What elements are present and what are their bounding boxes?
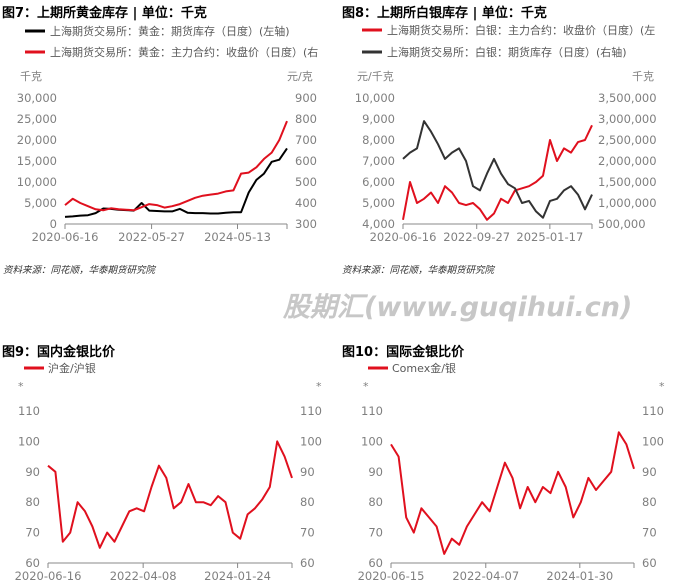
legend-label: 上海期货交易所：黄金：主力合约：收盘价（日度）(右 (50, 45, 318, 59)
series-line (390, 431, 635, 555)
watermark: 股期汇(www.guqihui.cn) (282, 292, 632, 323)
y-tick-label-right: 400 (295, 196, 317, 210)
y-tick-label-left: 20,000 (17, 133, 57, 147)
y-tick-label-right: 600 (295, 154, 317, 168)
source-note: 资料来源：同花顺，华泰期货研究院 (3, 264, 157, 276)
series-line (64, 120, 288, 212)
right-axis-unit: 千克 (632, 70, 654, 83)
y-tick-label-right: 3,500,000 (598, 91, 657, 105)
right-axis-unit: 元/克 (287, 70, 313, 83)
series-line (402, 124, 593, 221)
left-axis-unit: * (363, 380, 369, 393)
y-tick-label-right: 500 (295, 175, 317, 189)
y-tick-label-right: 110 (300, 404, 322, 418)
y-tick-label-left: 5,000 (362, 196, 395, 210)
legend-label: 沪金/沪银 (48, 361, 96, 375)
legend-label: 上海期货交易所：白银：期货库存（日度）(右轴) (387, 45, 627, 59)
x-tick-label: 2022-04-08 (110, 569, 177, 583)
y-tick-label-left: 90 (25, 465, 40, 479)
source-note: 资料来源：同花顺，华泰期货研究院 (342, 264, 496, 276)
y-tick-label-left: 80 (25, 495, 40, 509)
chart-international-gold-silver-ratio: 图10：国际金银比价 Comex金/银 * * (342, 344, 665, 393)
x-tick-label: 2024-01-24 (204, 569, 271, 583)
y-tick-label-left: 70 (25, 526, 40, 540)
y-tick-label-right: 2,500,000 (598, 133, 657, 147)
left-axis-unit: * (18, 380, 24, 393)
y-tick-label-left: 90 (368, 465, 383, 479)
y-tick-label-right: 100 (642, 434, 664, 448)
y-tick-label-right: 100 (300, 434, 322, 448)
y-tick-label-left: 80 (368, 495, 383, 509)
chart-marks: 30,000 25,000 20,000 15,000 10,000 5,000 0 900 8… (15, 91, 664, 583)
y-tick-label-right: 300 (295, 217, 317, 231)
y-tick-label-right: 80 (642, 495, 657, 509)
x-tick-label: 2020-06-16 (15, 569, 82, 583)
y-tick-label-right: 110 (642, 404, 664, 418)
y-tick-label-left: 60 (368, 556, 383, 570)
y-tick-label-right: 70 (642, 526, 657, 540)
x-tick-label: 2022-09-27 (443, 230, 510, 244)
right-axis-unit: * (316, 380, 322, 393)
legend-label: 上海期货交易所：黄金：期货库存（日度）(左轴) (50, 24, 290, 38)
x-tick-label: 2024-01-30 (546, 569, 613, 583)
y-tick-label-left: 15,000 (17, 154, 57, 168)
y-tick-label-right: 1,500,000 (598, 175, 657, 189)
y-tick-label-right: 80 (300, 495, 315, 509)
chart-title: 图10：国际金银比价 (342, 344, 465, 360)
y-tick-label-right: 900 (295, 91, 317, 105)
left-axis-unit: 元/千克 (357, 70, 394, 83)
y-tick-label-right: 90 (300, 465, 315, 479)
x-tick-label: 2024-05-13 (204, 230, 271, 244)
y-tick-label-left: 9,000 (362, 112, 395, 126)
series-line (402, 120, 593, 219)
series-line (64, 147, 288, 218)
chart-title: 图7：上期所黄金库存 | 单位：千克 (2, 5, 207, 21)
x-tick-label: 2020-06-16 (370, 230, 437, 244)
legend-label: Comex金/银 (392, 361, 456, 375)
legend-label: 上海期货交易所：白银：主力合约：收盘价（日度）(左 (387, 23, 655, 37)
y-tick-label-right: 800 (295, 112, 317, 126)
y-tick-label-left: 10,000 (355, 91, 395, 105)
y-tick-label-left: 10,000 (17, 175, 57, 189)
y-tick-label-left: 4,000 (362, 217, 395, 231)
y-tick-label-left: 110 (361, 404, 383, 418)
y-tick-label-left: 6,000 (362, 175, 395, 189)
y-tick-label-left: 25,000 (17, 112, 57, 126)
y-tick-label-right: 60 (300, 556, 315, 570)
y-tick-label-left: 5,000 (24, 196, 57, 210)
y-tick-label-left: 30,000 (17, 91, 57, 105)
y-tick-label-right: 1,000,000 (598, 196, 657, 210)
x-tick-label: 2020-06-16 (32, 230, 99, 244)
y-tick-label-right: 60 (642, 556, 657, 570)
y-tick-label-right: 3,000,000 (598, 112, 657, 126)
right-axis-unit: * (659, 380, 665, 393)
y-tick-label-left: 8,000 (362, 133, 395, 147)
y-tick-label-left: 60 (25, 556, 40, 570)
y-tick-label-left: 70 (368, 526, 383, 540)
x-tick-label: 2025-01-17 (516, 230, 583, 244)
left-axis-unit: 千克 (20, 70, 42, 83)
x-tick-label: 2022-05-27 (118, 230, 185, 244)
y-tick-label-left: 100 (18, 434, 40, 448)
y-tick-label-right: 500,000 (598, 217, 646, 231)
chart-title: 图8：上期所白银库存 | 单位：千克 (342, 5, 547, 21)
x-tick-label: 2020-06-15 (358, 569, 425, 583)
y-tick-label-right: 70 (300, 526, 315, 540)
chart-silver-inventory: 图8：上期所白银库存 | 单位：千克 上海期货交易所：白银：主力合约：收盘价（日… (342, 5, 655, 276)
chart-gold-inventory: 图7：上期所黄金库存 | 单位：千克 上海期货交易所：黄金：期货库存（日度）(左… (2, 5, 318, 276)
y-tick-label-right: 90 (642, 465, 657, 479)
y-tick-label-left: 0 (50, 217, 57, 231)
y-tick-label-left: 100 (361, 434, 383, 448)
series-line (47, 440, 293, 549)
chart-title: 图9：国内金银比价 (2, 344, 116, 360)
y-tick-label-right: 700 (295, 133, 317, 147)
chart-domestic-gold-silver-ratio: 图9：国内金银比价 沪金/沪银 * * (2, 344, 322, 393)
x-tick-label: 2022-04-07 (452, 569, 519, 583)
y-tick-label-right: 2,000,000 (598, 154, 657, 168)
y-tick-label-left: 7,000 (362, 154, 395, 168)
y-tick-label-left: 110 (18, 404, 40, 418)
